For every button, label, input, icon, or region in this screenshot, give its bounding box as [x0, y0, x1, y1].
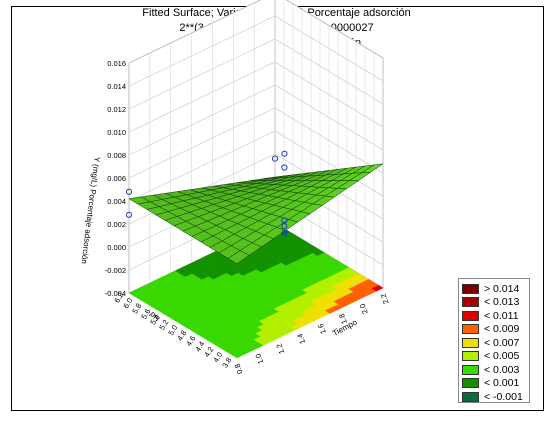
observed-point: [271, 155, 279, 162]
z-tick-label: 0.006: [107, 174, 126, 183]
z-tick-label: 0.016: [107, 59, 126, 68]
legend-label: < 0.001: [484, 377, 520, 390]
legend-item: < 0.013: [462, 296, 526, 310]
legend-label: < 0.009: [484, 323, 520, 336]
legend-swatch: [462, 310, 479, 321]
x-tick-label: 1.6: [316, 322, 328, 335]
legend-item: < 0.001: [462, 377, 526, 391]
legend-item: < 0.009: [462, 323, 526, 337]
legend: > 0.014 < 0.013 < 0.011 < 0.009 < 0.007 < 0.0…: [458, 278, 530, 403]
x-tick-label: 1.2: [274, 342, 286, 355]
legend-item: < 0.003: [462, 363, 526, 377]
observed-point: [125, 188, 133, 195]
z-tick-label: -0.002: [105, 266, 126, 275]
legend-item: > 0.014: [462, 282, 526, 296]
legend-label: > 0.014: [484, 282, 520, 295]
legend-item: < 0.007: [462, 336, 526, 350]
legend-label: < 0.011: [484, 309, 519, 322]
z-tick-label: 0.004: [107, 197, 126, 206]
z-tick-label: -0.004: [105, 289, 126, 298]
x-tick-label: 2.0: [358, 302, 370, 315]
observed-point: [281, 230, 288, 237]
legend-swatch: [462, 337, 479, 348]
x-tick-label: 1.4: [295, 332, 307, 345]
z-tick-label: 0.000: [107, 243, 126, 252]
legend-item: < -0.001: [462, 390, 526, 404]
legend-item: < 0.011: [462, 309, 526, 323]
legend-label: < 0.007: [484, 336, 520, 349]
x-tick-label: 2.2: [379, 292, 391, 305]
legend-swatch: [462, 364, 479, 375]
observed-point: [281, 164, 288, 171]
observed-point: [281, 150, 288, 157]
observed-point: [125, 211, 133, 218]
legend-label: < 0.003: [484, 363, 520, 376]
observed-point: [281, 217, 288, 224]
legend-item: < 0.005: [462, 350, 526, 364]
z-axis-title: Y (mg/L) Porcentaje adsorción: [79, 156, 101, 264]
z-tick-label: 0.008: [107, 151, 126, 160]
observed-point: [281, 223, 288, 230]
legend-swatch: [462, 297, 479, 308]
z-tick-label: 0.010: [107, 128, 126, 137]
x-tick-label: 1.8: [337, 312, 349, 325]
z-tick-label: 0.014: [107, 82, 126, 91]
legend-swatch: [462, 351, 479, 362]
legend-swatch: [462, 324, 479, 335]
x-tick-label: 1.0: [254, 352, 266, 365]
legend-swatch: [462, 391, 479, 402]
surface-cell: [361, 163, 384, 173]
legend-label: < 0.013: [484, 296, 520, 309]
x-tick-label: 0.8: [233, 362, 245, 375]
legend-swatch: [462, 283, 479, 294]
legend-label: < 0.005: [484, 350, 520, 363]
legend-label: < -0.001: [484, 390, 523, 403]
z-tick-label: 0.002: [107, 220, 126, 229]
legend-swatch: [462, 378, 479, 389]
z-tick-label: 0.012: [107, 105, 126, 114]
